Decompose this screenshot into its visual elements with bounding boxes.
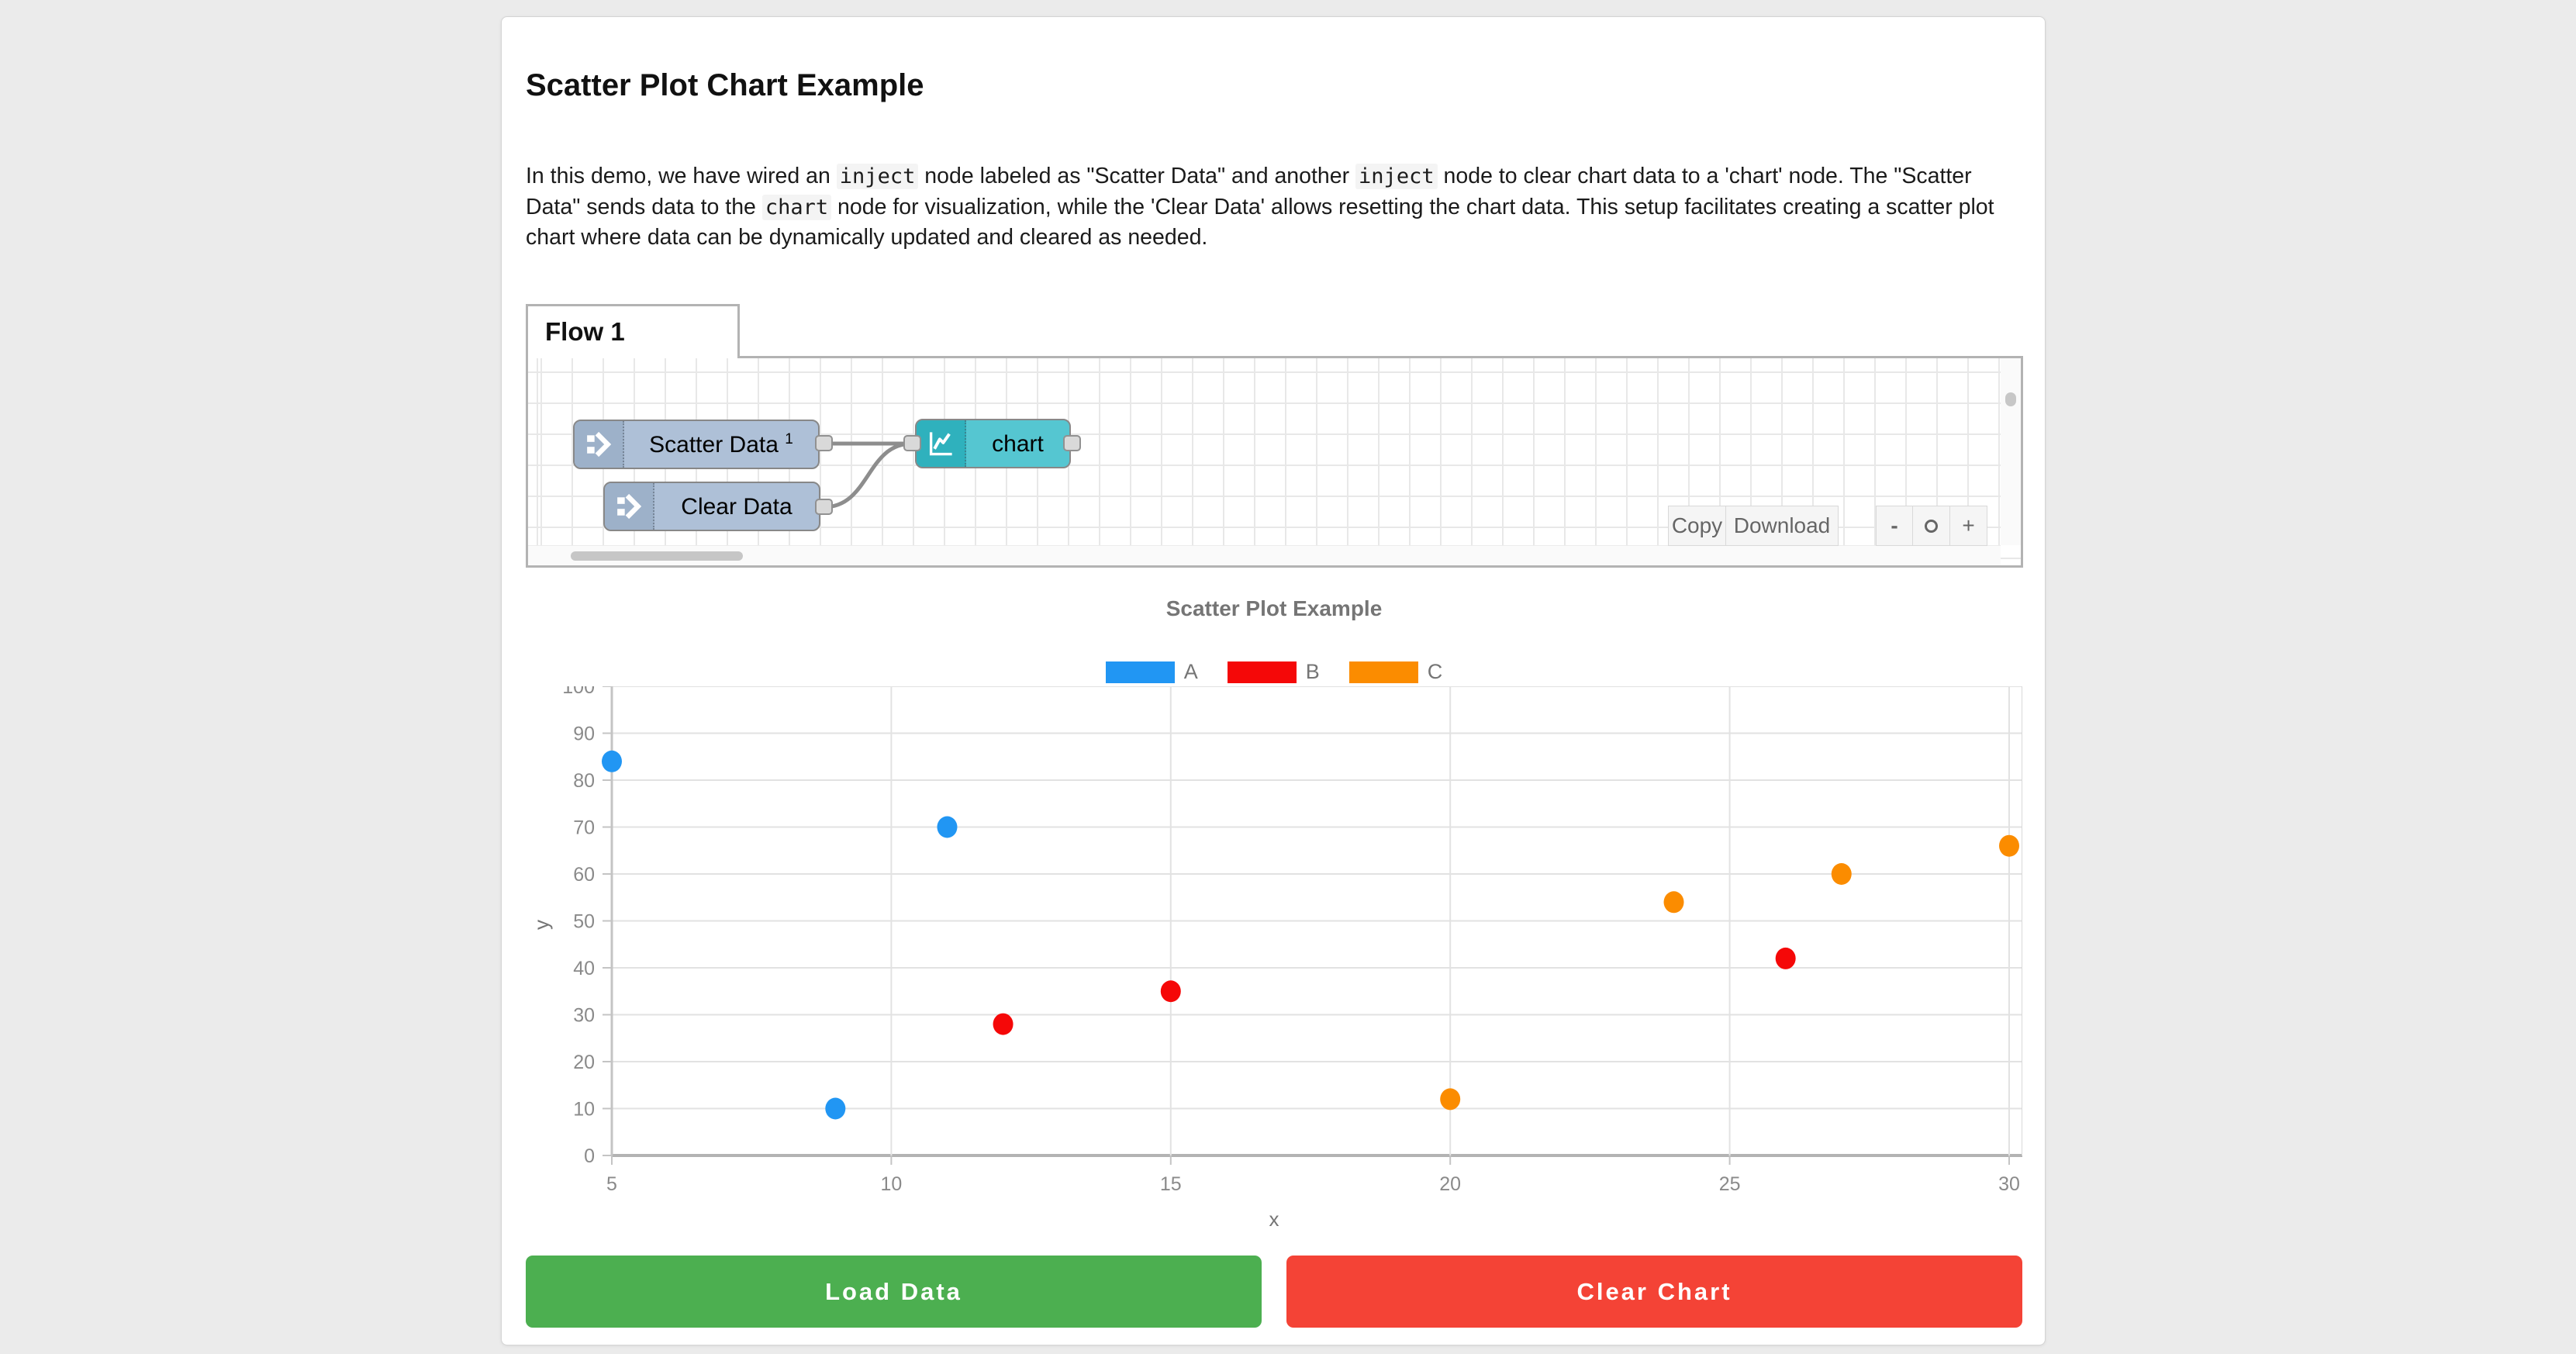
zoom-reset-button[interactable] xyxy=(1913,506,1950,546)
legend-label: A xyxy=(1183,660,1198,683)
svg-text:100: 100 xyxy=(562,686,595,698)
line-chart-icon xyxy=(917,420,966,467)
port-scatter-output[interactable] xyxy=(815,435,833,451)
x-axis-title: x xyxy=(1269,1207,1279,1231)
flow-tab[interactable]: Flow 1 xyxy=(526,304,740,358)
scatter-plot-area: 0 10 20 30 40 50 60 70 80 90 100 5 10 15 20 25 30 xyxy=(562,686,2022,1195)
svg-text:30: 30 xyxy=(573,1005,595,1027)
clear-chart-button[interactable]: Clear Chart xyxy=(1286,1256,2022,1328)
inject-arrow-icon xyxy=(605,483,654,530)
page-title: Scatter Plot Chart Example xyxy=(526,68,924,102)
port-chart-input[interactable] xyxy=(903,435,921,451)
legend-label: B xyxy=(1305,660,1320,683)
svg-text:90: 90 xyxy=(573,724,595,745)
legend-item-B[interactable]: B xyxy=(1227,660,1320,684)
load-data-button[interactable]: Load Data xyxy=(526,1256,1262,1328)
node-inject-scatter-data[interactable]: Scatter Data 1 xyxy=(573,420,820,469)
svg-text:20: 20 xyxy=(573,1052,595,1073)
intro-paragraph: In this demo, we have wired an inject no… xyxy=(526,164,1994,250)
svg-text:30: 30 xyxy=(1998,1173,2020,1195)
zoom-in-button[interactable]: + xyxy=(1950,506,1987,546)
vertical-scrollbar-thumb[interactable] xyxy=(2005,392,2016,406)
inline-code: inject xyxy=(836,164,919,189)
chart-legend: A B C xyxy=(526,660,2022,684)
flow-canvas[interactable]: Scatter Data 1 Clear Data chart xyxy=(526,356,2023,568)
svg-text:25: 25 xyxy=(1719,1173,1741,1195)
zoom-reset-icon xyxy=(1925,519,1938,533)
flow-tab-label: Flow 1 xyxy=(545,317,625,346)
legend-item-A[interactable]: A xyxy=(1105,660,1198,684)
flow-wires xyxy=(823,441,913,509)
svg-text:0: 0 xyxy=(584,1145,595,1167)
svg-text:10: 10 xyxy=(573,1099,595,1121)
download-button[interactable]: Download xyxy=(1726,506,1839,546)
scatter-chart-widget: Scatter Plot Example A B C 0 10 20 30 40 50 60 70… xyxy=(526,587,2022,1254)
svg-text:40: 40 xyxy=(573,958,595,979)
legend-item-C[interactable]: C xyxy=(1348,660,1443,684)
svg-text:10: 10 xyxy=(880,1173,902,1195)
port-clear-output[interactable] xyxy=(815,499,833,515)
zoom-out-button[interactable]: - xyxy=(1876,506,1913,546)
svg-text:70: 70 xyxy=(573,817,595,839)
horizontal-scrollbar-thumb[interactable] xyxy=(571,551,743,561)
horizontal-scrollbar[interactable] xyxy=(528,545,2001,565)
svg-text:20: 20 xyxy=(1439,1173,1461,1195)
copy-button[interactable]: Copy xyxy=(1668,506,1726,546)
svg-text:50: 50 xyxy=(573,911,595,933)
inject-arrow-icon xyxy=(575,421,624,468)
inline-code: inject xyxy=(1355,164,1438,189)
legend-swatch xyxy=(1348,661,1418,683)
legend-swatch xyxy=(1227,661,1297,683)
node-label: chart xyxy=(992,430,1044,457)
svg-text:80: 80 xyxy=(573,770,595,792)
node-label: Clear Data xyxy=(681,493,792,520)
content-card: Scatter Plot Chart Example In this demo,… xyxy=(501,16,2046,1345)
inline-code: chart xyxy=(761,194,832,220)
port-chart-output[interactable] xyxy=(1063,435,1081,451)
node-chart[interactable]: chart xyxy=(915,419,1071,468)
svg-text:5: 5 xyxy=(606,1173,617,1195)
svg-text:15: 15 xyxy=(1160,1173,1182,1195)
action-buttons-row: Load Data Clear Chart xyxy=(526,1256,2022,1328)
legend-swatch xyxy=(1105,661,1175,683)
node-inject-clear-data[interactable]: Clear Data xyxy=(603,482,820,531)
vertical-scrollbar[interactable] xyxy=(2001,358,2021,545)
legend-label: C xyxy=(1427,660,1443,683)
svg-text:60: 60 xyxy=(573,864,595,886)
chart-title: Scatter Plot Example xyxy=(1165,596,1383,620)
node-label: Scatter Data 1 xyxy=(649,430,793,458)
y-axis-title: y xyxy=(530,920,553,930)
